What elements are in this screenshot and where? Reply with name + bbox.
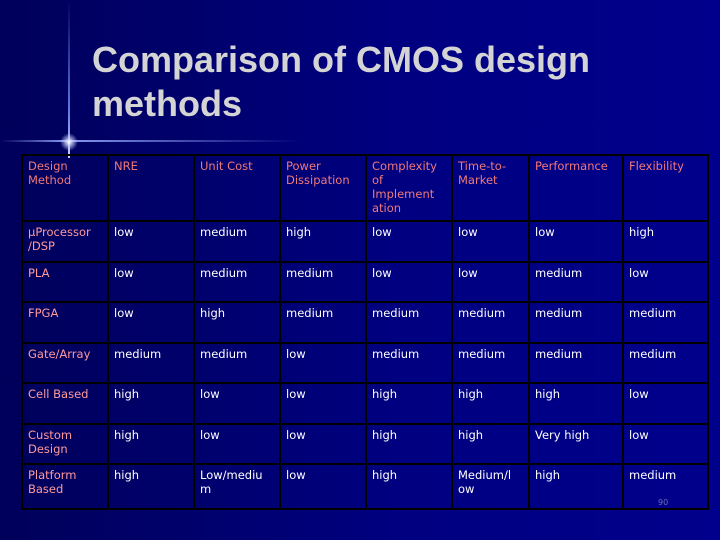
header-cell: Complexity of Implement ation: [365, 154, 453, 222]
slide-title-line-2: methods: [92, 83, 243, 124]
table-cell: low: [622, 423, 709, 465]
table-cell: low: [279, 423, 367, 465]
row-label: Cell Based: [21, 382, 109, 425]
table-cell: low: [279, 342, 367, 384]
page-number: 90: [658, 498, 669, 507]
header-cell: Performance: [528, 154, 624, 222]
table-cell: low: [107, 220, 195, 263]
row-label: µProcessor /DSP: [21, 220, 109, 263]
decorative-sparkle: [60, 133, 78, 151]
table-cell: high: [365, 382, 453, 425]
table-row: FPGA low high medium medium medium mediu…: [21, 301, 709, 344]
table-cell: low: [279, 382, 367, 425]
table-cell: low: [451, 261, 530, 303]
row-label: Gate/Array: [21, 342, 109, 384]
table-cell: Medium/l ow: [451, 463, 530, 510]
table-cell: medium: [451, 301, 530, 344]
table-cell: medium: [107, 342, 195, 384]
table-cell: low: [365, 220, 453, 263]
row-label: FPGA: [21, 301, 109, 344]
table-cell: medium: [451, 342, 530, 384]
table-cell: medium: [193, 261, 281, 303]
table-cell: medium: [622, 463, 709, 510]
table-cell: medium: [528, 342, 624, 384]
table-cell: high: [622, 220, 709, 263]
table-cell: Very high: [528, 423, 624, 465]
table-cell: low: [279, 463, 367, 510]
row-label: Custom Design: [21, 423, 109, 465]
table-cell: medium: [528, 301, 624, 344]
table-cell: high: [107, 382, 195, 425]
header-cell: NRE: [107, 154, 195, 222]
table-row: Custom Design high low low high high Ver…: [21, 423, 709, 465]
table-cell: high: [193, 301, 281, 344]
table-cell: high: [528, 382, 624, 425]
header-cell: Flexibility: [622, 154, 709, 222]
row-label: Platform Based: [21, 463, 109, 510]
table-row: Platform Based high Low/mediu m low high…: [21, 463, 709, 510]
table-cell: low: [193, 382, 281, 425]
table-row: Gate/Array medium medium low medium medi…: [21, 342, 709, 384]
decorative-vertical-line: [68, 0, 70, 158]
table-row: Cell Based high low low high high high l…: [21, 382, 709, 425]
table-cell: medium: [279, 301, 367, 344]
table-cell: low: [622, 382, 709, 425]
table-cell: Low/mediu m: [193, 463, 281, 510]
table-cell: low: [107, 261, 195, 303]
table-cell: low: [365, 261, 453, 303]
table-cell: high: [365, 423, 453, 465]
table-row: µProcessor /DSP low medium high low low …: [21, 220, 709, 263]
table-cell: high: [365, 463, 453, 510]
table-cell: high: [107, 463, 195, 510]
decorative-horizontal-line: [0, 140, 300, 142]
table-cell: medium: [622, 301, 709, 344]
table-cell: low: [622, 261, 709, 303]
table-cell: high: [451, 382, 530, 425]
table-cell: low: [528, 220, 624, 263]
comparison-table: Design Method NRE Unit Cost Power Dissip…: [21, 154, 709, 510]
table-cell: low: [193, 423, 281, 465]
table-cell: low: [451, 220, 530, 263]
table-cell: high: [528, 463, 624, 510]
table-cell: medium: [365, 342, 453, 384]
slide-title: Comparison of CMOS design methods: [92, 38, 692, 126]
table-cell: medium: [193, 342, 281, 384]
header-cell: Time-to-Market: [451, 154, 530, 222]
table-cell: low: [107, 301, 195, 344]
table-cell: medium: [528, 261, 624, 303]
table-cell: high: [107, 423, 195, 465]
table-cell: medium: [365, 301, 453, 344]
table-cell: high: [279, 220, 367, 263]
table-cell: medium: [279, 261, 367, 303]
table-header-row: Design Method NRE Unit Cost Power Dissip…: [21, 154, 709, 222]
header-cell: Design Method: [21, 154, 109, 222]
slide-title-line-1: Comparison of CMOS design: [92, 39, 591, 80]
row-label: PLA: [21, 261, 109, 303]
header-cell: Power Dissipation: [279, 154, 367, 222]
table-cell: medium: [622, 342, 709, 384]
table-cell: high: [451, 423, 530, 465]
header-cell: Unit Cost: [193, 154, 281, 222]
table-cell: medium: [193, 220, 281, 263]
table-row: PLA low medium medium low low medium low: [21, 261, 709, 303]
